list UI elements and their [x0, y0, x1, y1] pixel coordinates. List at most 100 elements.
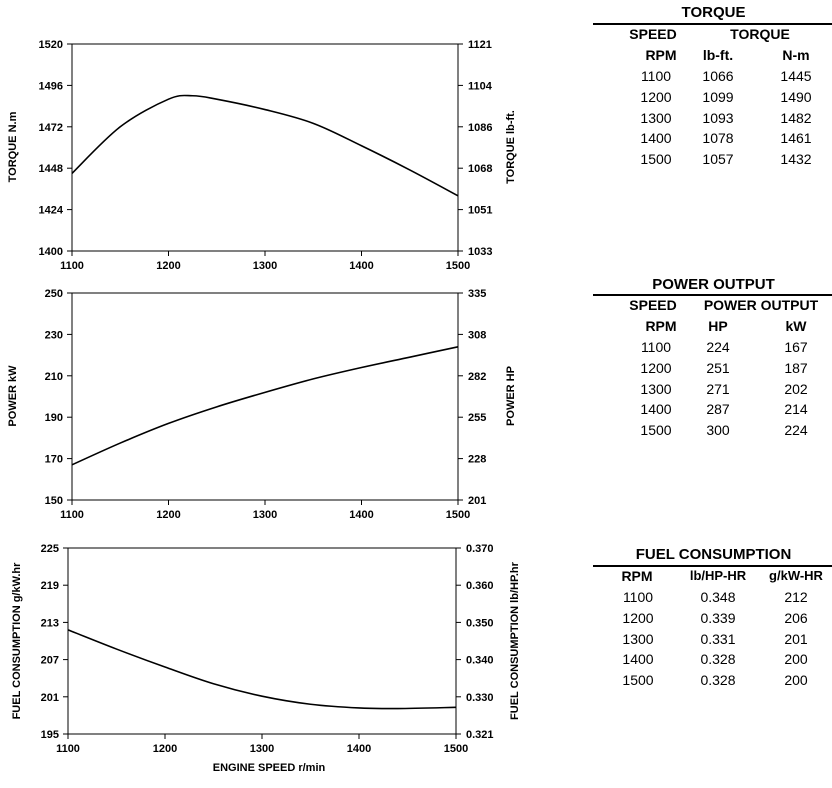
table-cell: 0.328: [700, 651, 736, 668]
plot-frame: [71, 292, 459, 501]
table-cell: 1490: [780, 88, 812, 105]
y-tick-label: 190: [45, 412, 63, 424]
table-cell: 1400: [640, 130, 672, 147]
x-tick-label: 1100: [60, 509, 84, 521]
torque-group-speed: SPEED: [629, 26, 677, 42]
torque-table-title: TORQUE: [681, 4, 746, 21]
table-cell: 1500: [622, 672, 654, 689]
power-col-hp: HP: [708, 318, 728, 334]
fuel-table-rule: [593, 565, 832, 567]
table-cell: 200: [784, 672, 808, 689]
y-right-tick-label: 1086: [468, 122, 492, 134]
y-tick-label: 1424: [39, 205, 64, 217]
table-cell: 0.348: [700, 589, 736, 605]
torque-table-rule: [593, 23, 832, 25]
y-right-tick-label: 228: [468, 454, 486, 466]
y-tick-label: 1472: [39, 122, 63, 134]
x-tick-label: 1100: [56, 743, 80, 755]
y-right-tick-label: 1033: [468, 246, 492, 258]
y-right-tick-label: 282: [468, 371, 486, 383]
table-cell: 206: [784, 609, 808, 626]
table-cell: 1200: [640, 359, 672, 376]
y-right-axis-label: FUEL CONSUMPTION lb/HP.hr: [509, 561, 521, 720]
table-cell: 1500: [640, 422, 672, 439]
table-cell: 1093: [702, 109, 734, 126]
table-cell: 1200: [640, 88, 672, 105]
power-col-rpm: RPM: [645, 318, 677, 334]
x-tick-label: 1500: [446, 509, 470, 521]
y-right-tick-label: 201: [468, 495, 486, 507]
y-tick-label: 1400: [39, 246, 63, 258]
x-tick-label: 1200: [156, 509, 180, 521]
y-right-tick-label: 0.350: [466, 617, 494, 629]
table-cell: 1445: [780, 68, 812, 84]
y-right-tick-label: 1051: [468, 205, 492, 217]
y-right-tick-label: 0.370: [466, 543, 494, 555]
table-cell: 212: [784, 589, 808, 605]
y-right-tick-label: 255: [468, 412, 486, 424]
y-tick-label: 1496: [39, 80, 63, 92]
table-cell: 187: [784, 359, 808, 376]
table-cell: 1100: [640, 339, 672, 355]
plot-frame: [71, 43, 459, 252]
table-cell: 1300: [640, 109, 672, 126]
x-tick-label: 1200: [153, 743, 177, 755]
torque-col-lbft: lb-ft.: [702, 47, 734, 63]
y-tick-label: 210: [45, 371, 63, 383]
performance-charts: 1400 1424 1448 1472 1496 1520 1033 1051 1068 1086…: [7, 39, 521, 774]
y-right-tick-label: 1121: [468, 39, 492, 51]
x-tick-label: 1400: [349, 260, 373, 272]
y-tick-label: 225: [41, 543, 59, 555]
table-cell: 1400: [640, 401, 672, 418]
y-tick-label: 170: [45, 454, 63, 466]
fuel-col-gkw: g/kW-HR: [769, 568, 823, 583]
table-cell: 1400: [622, 651, 654, 668]
table-cell: 287: [706, 401, 730, 418]
y-tick-label: 250: [45, 288, 63, 300]
y-tick-label: 201: [41, 692, 59, 704]
x-axis-label: ENGINE SPEED r/min: [213, 762, 326, 774]
x-tick-label: 1400: [349, 509, 373, 521]
y-axis-label: FUEL CONSUMPTION g/kW.hr: [11, 562, 23, 720]
torque-group-torque: TORQUE: [730, 26, 790, 42]
plot-frame: [67, 547, 457, 735]
table-cell: 1200: [622, 609, 654, 626]
y-right-tick-label: 0.321: [466, 729, 494, 741]
table-cell: 202: [784, 380, 808, 397]
table-cell: 224: [706, 339, 730, 355]
table-cell: 0.331: [700, 630, 736, 647]
x-tick-label: 1500: [444, 743, 468, 755]
table-cell: 214: [784, 401, 808, 418]
x-tick-label: 1300: [253, 260, 277, 272]
y-right-tick-label: 335: [468, 288, 486, 300]
series-line: [71, 94, 459, 197]
power-group-speed: SPEED: [629, 297, 677, 313]
y-axis-label: POWER kW: [7, 365, 19, 427]
y-right-axis-label: POWER HP: [505, 366, 517, 426]
table-cell: 201: [784, 630, 808, 647]
y-axis-label: TORQUE N.m: [7, 111, 19, 182]
y-tick-label: 195: [41, 729, 59, 741]
power-table-rule: [593, 294, 832, 296]
table-cell: 1300: [640, 380, 672, 397]
torque-col-nm: N-m: [782, 47, 810, 63]
table-cell: 1461: [780, 130, 812, 147]
table-cell: 1100: [640, 68, 672, 84]
table-cell: 1432: [780, 151, 812, 168]
y-right-tick-label: 1068: [468, 163, 492, 175]
x-tick-label: 1100: [60, 260, 84, 272]
table-cell: 1057: [702, 151, 734, 168]
series-line: [71, 346, 459, 466]
table-cell: 1066: [702, 68, 734, 84]
x-tick-label: 1400: [347, 743, 371, 755]
table-cell: 1099: [702, 88, 734, 105]
y-tick-label: 1448: [39, 163, 63, 175]
x-tick-label: 1300: [253, 509, 277, 521]
table-cell: 0.339: [700, 609, 736, 626]
fuel-col-lbhp: lb/HP-HR: [689, 568, 747, 583]
series-line: [67, 629, 457, 710]
table-cell: 200: [784, 651, 808, 668]
power-table-title: POWER OUTPUT: [652, 276, 775, 293]
y-right-tick-label: 0.340: [466, 655, 494, 667]
fuel-table-title: FUEL CONSUMPTION: [635, 546, 792, 563]
